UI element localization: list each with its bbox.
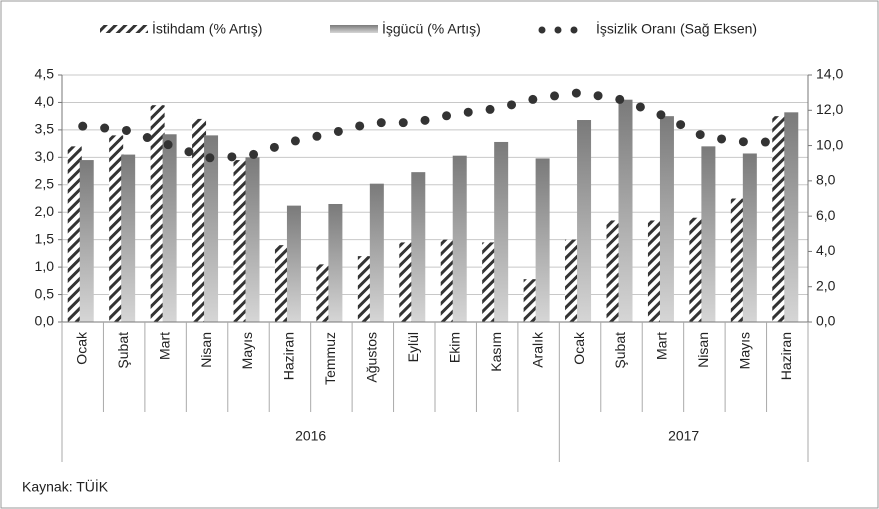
- bar: [233, 160, 248, 322]
- legend-label: İstihdam (% Artış): [152, 20, 262, 37]
- bar: [659, 116, 674, 323]
- bar: [316, 264, 331, 322]
- y-tick-label: 0,5: [35, 285, 55, 301]
- x-tick-label: Haziran: [281, 332, 297, 380]
- y2-tick-label: 8,0: [816, 172, 836, 188]
- bar: [494, 141, 509, 322]
- legend-label: İşsizlik Oranı (Sağ Eksen): [596, 20, 757, 37]
- bar: [411, 172, 426, 322]
- x-tick-label: Temmuz: [322, 332, 338, 385]
- bar: [440, 239, 455, 322]
- y2-tick-label: 14,0: [816, 66, 843, 82]
- bar: [772, 116, 787, 323]
- x-tick-label: Mart: [156, 332, 172, 360]
- x-tick-label: Mart: [654, 332, 670, 360]
- bar: [328, 203, 343, 322]
- bar: [742, 153, 757, 322]
- bar: [399, 242, 414, 322]
- x-tick-label: Ocak: [571, 331, 587, 365]
- y-tick-label: 0,0: [35, 313, 55, 329]
- bar: [701, 146, 716, 322]
- y2-tick-label: 0,0: [816, 313, 836, 329]
- y-tick-label: 1,0: [35, 258, 55, 274]
- legend-label: İşgücü (% Artış): [382, 20, 481, 37]
- y-tick-label: 2,0: [35, 203, 55, 219]
- year-label: 2016: [295, 428, 326, 444]
- bar: [192, 118, 207, 323]
- bar: [369, 183, 384, 322]
- bar: [274, 245, 289, 322]
- x-tick-label: Ağustos: [364, 332, 380, 383]
- y2-tick-label: 6,0: [816, 207, 836, 223]
- x-tick-label: Şubat: [612, 332, 628, 369]
- y-tick-label: 3,5: [35, 121, 55, 137]
- bar: [204, 135, 219, 322]
- y2-tick-label: 10,0: [816, 136, 843, 152]
- y2-tick-label: 4,0: [816, 242, 836, 258]
- bar: [452, 155, 467, 322]
- bar: [565, 239, 580, 322]
- bar: [606, 220, 621, 322]
- bar: [109, 135, 124, 322]
- source: Kaynak: TÜİK: [22, 478, 109, 495]
- bar: [523, 279, 538, 322]
- x-tick-label: Ocak: [73, 331, 89, 365]
- bar: [647, 220, 662, 322]
- bar: [150, 105, 165, 322]
- x-tick-label: Haziran: [778, 332, 794, 380]
- y-tick-label: 2,5: [35, 175, 55, 191]
- bar: [357, 256, 372, 322]
- bar: [784, 112, 799, 322]
- y2-tick-label: 2,0: [816, 277, 836, 293]
- bar: [577, 120, 592, 323]
- x-tick-label: Eylül: [405, 332, 421, 362]
- bar: [245, 157, 260, 322]
- y-tick-label: 4,5: [35, 66, 55, 82]
- bar: [482, 242, 497, 322]
- bar: [79, 160, 94, 322]
- legend-swatch: [330, 25, 378, 33]
- bar: [730, 198, 745, 322]
- y-tick-label: 1,5: [35, 230, 55, 246]
- x-tick-label: Aralık: [529, 331, 545, 368]
- y-tick-label: 4,0: [35, 93, 55, 109]
- x-tick-label: Mayıs: [239, 332, 255, 369]
- x-tick-label: Ekim: [446, 332, 462, 363]
- x-tick-label: Kasım: [488, 332, 504, 372]
- bar: [535, 158, 550, 322]
- x-tick-label: Nisan: [198, 332, 214, 368]
- bar: [121, 154, 136, 322]
- bar: [67, 146, 82, 322]
- x-tick-label: Şubat: [115, 332, 131, 369]
- bar: [162, 134, 177, 322]
- y2-tick-label: 12,0: [816, 101, 843, 117]
- year-label: 2017: [668, 428, 699, 444]
- bar: [618, 99, 633, 322]
- bar: [286, 205, 301, 322]
- x-tick-label: Mayıs: [737, 332, 753, 369]
- bar: [689, 217, 704, 322]
- legend-swatch: [100, 25, 148, 33]
- y-tick-label: 3,0: [35, 148, 55, 164]
- x-tick-label: Nisan: [695, 332, 711, 368]
